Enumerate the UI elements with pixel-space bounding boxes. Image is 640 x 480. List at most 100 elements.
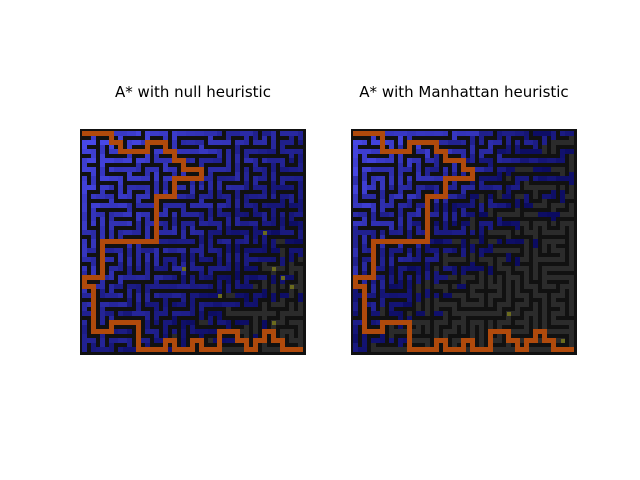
maze-cell [136,311,141,316]
maze-cell [542,347,547,352]
maze-corridor [529,347,533,352]
maze-cell [551,266,556,271]
maze-corridor [132,275,136,280]
maze-cell [289,131,294,136]
maze-cell [217,149,222,154]
maze-corridor [199,235,204,239]
maze-corridor [141,275,145,280]
maze-cell [569,329,574,334]
maze-cell [181,140,186,145]
maze-cell [524,221,529,226]
maze-corridor [168,284,172,289]
maze-corridor [114,329,118,334]
maze-corridor [271,289,276,293]
maze-cell [226,248,231,253]
maze-cell [280,302,285,307]
maze-cell [226,302,231,307]
maze-cell [398,248,403,253]
maze-corridor [100,307,105,311]
maze-cell [208,257,213,262]
maze-corridor [524,325,529,329]
maze-corridor [208,316,213,320]
maze-corridor [213,302,217,307]
maze-cell [479,131,484,136]
maze-cell [226,140,231,145]
maze-corridor [132,176,136,181]
maze-cell [226,338,231,343]
maze-cell [235,293,240,298]
maze-corridor [407,298,412,302]
maze-corridor [105,347,109,352]
maze-cell [118,329,123,334]
maze-cell [470,212,475,217]
maze-corridor [452,163,457,167]
maze-corridor [389,172,394,176]
maze-corridor [457,311,461,316]
maze-cell [488,203,493,208]
maze-corridor [294,176,298,181]
maze-corridor [114,149,118,154]
maze-corridor [298,190,303,194]
maze-corridor [82,181,87,185]
maze-cell [253,149,258,154]
maze-cell [136,293,141,298]
maze-corridor [141,248,145,253]
maze-corridor [475,320,479,325]
maze-corridor [199,334,204,338]
maze-cell [118,221,123,226]
maze-corridor [168,230,172,235]
maze-corridor [524,136,529,140]
maze-cell [362,248,367,253]
maze-cell [362,266,367,271]
maze-corridor [91,271,96,275]
maze-cell [145,230,150,235]
maze-corridor [294,149,298,154]
maze-corridor [403,257,407,262]
maze-corridor [506,271,511,275]
maze-corridor [244,199,249,203]
maze-corridor [551,190,556,194]
maze-corridor [235,199,240,203]
maze-corridor [479,226,484,230]
maze-corridor [271,145,276,149]
maze-corridor [298,199,303,203]
maze-cell [515,257,520,262]
maze-corridor [118,262,123,266]
maze-corridor [159,239,163,244]
maze-corridor [195,293,199,298]
maze-corridor [285,140,289,145]
maze-corridor [367,293,371,298]
maze-cell [190,158,195,163]
maze-cell [163,203,168,208]
maze-corridor [114,158,118,163]
maze-corridor [208,217,213,221]
maze-cell [145,257,150,262]
maze-cell [145,338,150,343]
maze-corridor [249,248,253,253]
maze-cell [109,257,114,262]
maze-corridor [416,208,421,212]
maze-corridor [145,316,150,320]
maze-cell [569,275,574,280]
maze-corridor [371,208,376,212]
maze-cell [91,221,96,226]
maze-cell [208,140,213,145]
maze-cell [298,176,303,181]
maze-corridor [177,203,181,208]
maze-cell [271,149,276,154]
maze-cell [91,266,96,271]
maze-cell [136,266,141,271]
maze-cell [434,329,439,334]
maze-corridor [439,239,443,244]
maze-cell [443,257,448,262]
maze-cell [244,311,249,316]
maze-corridor [434,334,439,338]
maze-cell [280,230,285,235]
maze-cell [253,158,258,163]
maze-cell [488,320,493,325]
maze-cell [217,203,222,208]
maze-corridor [145,253,150,257]
maze-cell [280,266,285,271]
maze-corridor [217,280,222,284]
maze-cell [181,338,186,343]
